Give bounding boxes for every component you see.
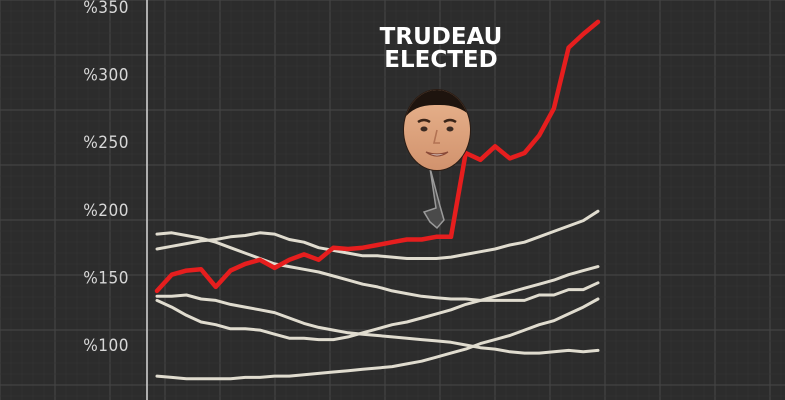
- annotation-line-2: ELECTED: [384, 47, 497, 73]
- y-axis-tick-labels: %100 %150 %200 %250 %300 %350: [83, 0, 129, 356]
- comparison-series-line: [155, 297, 600, 381]
- y-tick-label: %150: [83, 268, 129, 288]
- annotation-pointer: [422, 167, 445, 230]
- y-tick-label: %200: [83, 201, 129, 221]
- y-tick-label: %350: [83, 0, 129, 18]
- comparison-series-line: [155, 231, 600, 302]
- annotation-line-1: TRUDEAU: [380, 24, 503, 50]
- trudeau-annotation: TRUDEAU ELECTED: [380, 24, 503, 230]
- y-tick-label: %300: [83, 66, 129, 86]
- y-tick-label: %250: [83, 133, 129, 153]
- y-tick-label: %100: [83, 336, 129, 356]
- comparison-series-line: [155, 293, 600, 355]
- highlight-series-line: [154, 19, 601, 294]
- comparison-series-line: [155, 209, 600, 260]
- comparison-series-line: [155, 265, 600, 342]
- series-lines: [154, 19, 601, 381]
